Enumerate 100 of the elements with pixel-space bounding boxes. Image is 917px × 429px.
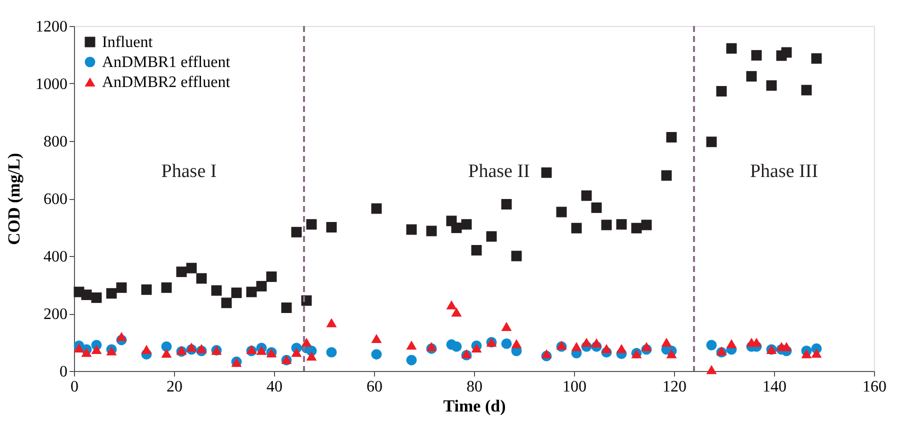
point xyxy=(406,224,417,235)
point xyxy=(666,349,677,358)
point xyxy=(326,347,337,358)
point xyxy=(81,348,92,357)
point xyxy=(91,292,102,303)
point xyxy=(141,344,152,354)
point xyxy=(256,346,267,355)
legend-label: AnDMBR1 effluent xyxy=(102,54,231,71)
point xyxy=(581,338,592,347)
x-axis-title: Time (d) xyxy=(443,396,506,416)
point xyxy=(161,348,172,358)
point xyxy=(716,86,727,97)
point xyxy=(616,344,627,354)
point xyxy=(471,245,482,256)
point xyxy=(501,199,512,210)
y-tick-label: 0 xyxy=(60,364,68,380)
x-tick-label: 80 xyxy=(466,378,482,396)
point xyxy=(501,322,512,331)
point xyxy=(231,288,242,298)
point xyxy=(306,219,317,230)
point xyxy=(426,226,437,236)
point xyxy=(591,202,602,213)
point xyxy=(571,342,582,352)
point xyxy=(471,343,482,353)
y-tick-label: 400 xyxy=(44,248,68,266)
point xyxy=(301,338,312,347)
point xyxy=(801,84,812,96)
point xyxy=(371,349,382,360)
point xyxy=(781,47,792,58)
point xyxy=(766,80,777,91)
point xyxy=(451,222,462,234)
x-tick-label: 0 xyxy=(70,378,78,396)
point xyxy=(811,53,822,64)
point xyxy=(726,43,737,54)
point xyxy=(196,273,207,284)
point xyxy=(281,302,292,313)
point xyxy=(326,222,337,232)
point xyxy=(616,219,627,230)
point xyxy=(706,136,717,148)
point xyxy=(706,340,717,350)
point xyxy=(141,284,152,295)
x-tick-label: 160 xyxy=(862,378,886,396)
point xyxy=(266,271,277,282)
point xyxy=(196,344,207,354)
y-axis-title: COD (mg/L) xyxy=(4,152,24,246)
point xyxy=(601,344,612,354)
point xyxy=(291,226,302,238)
point xyxy=(706,365,717,374)
point xyxy=(426,342,437,352)
point xyxy=(781,342,792,352)
point xyxy=(406,340,417,350)
point xyxy=(661,170,672,181)
point xyxy=(461,219,472,230)
legend-label: AnDMBR2 effluent xyxy=(102,74,231,91)
point xyxy=(221,298,232,308)
point xyxy=(116,332,127,342)
y-tick-label: 800 xyxy=(44,134,68,150)
annotation: Phase II xyxy=(468,161,530,182)
point xyxy=(541,349,552,358)
x-tick-label: 60 xyxy=(366,378,382,396)
annotation: Phase III xyxy=(750,161,818,182)
point xyxy=(256,280,267,292)
point xyxy=(661,338,672,347)
point xyxy=(581,190,592,201)
point xyxy=(751,338,762,347)
x-tick-label: 40 xyxy=(266,378,282,396)
point xyxy=(211,285,222,296)
point xyxy=(716,346,727,356)
point xyxy=(451,341,462,352)
point xyxy=(176,266,187,278)
point xyxy=(291,348,302,357)
point xyxy=(511,250,522,262)
point xyxy=(451,308,462,317)
point xyxy=(371,203,382,214)
point xyxy=(91,344,102,354)
point xyxy=(246,286,257,298)
point xyxy=(186,342,197,352)
x-tick-label: 20 xyxy=(166,378,182,396)
point xyxy=(641,220,652,230)
point xyxy=(81,290,92,300)
point xyxy=(801,349,812,358)
point xyxy=(161,341,172,352)
x-tick-label: 100 xyxy=(562,378,586,396)
point xyxy=(116,282,127,293)
y-tick-label: 1200 xyxy=(36,18,68,36)
point xyxy=(751,50,762,61)
x-tick-label: 140 xyxy=(762,378,786,396)
point xyxy=(666,132,677,143)
point xyxy=(326,318,337,328)
y-tick-label: 600 xyxy=(44,191,68,208)
point xyxy=(631,222,642,234)
point xyxy=(406,354,417,366)
y-tick-label: 200 xyxy=(44,306,68,323)
point xyxy=(446,300,457,310)
point xyxy=(641,342,652,352)
point xyxy=(306,352,317,361)
point xyxy=(726,339,737,348)
point xyxy=(511,339,522,348)
legend-label: Influent xyxy=(102,34,154,51)
point xyxy=(371,334,382,344)
